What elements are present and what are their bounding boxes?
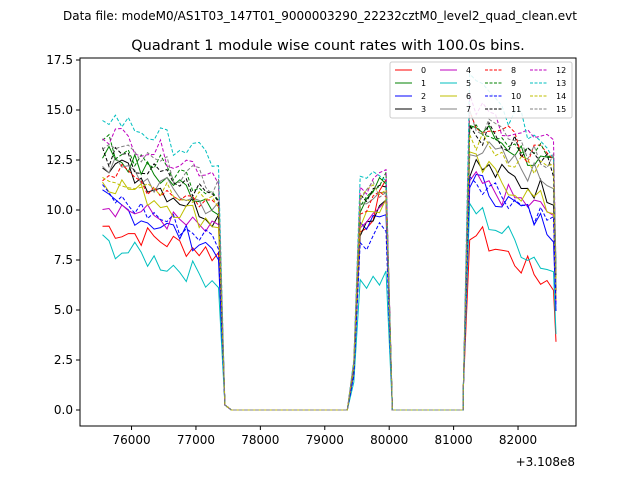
legend-label-7: 7 [466, 105, 471, 114]
legend-label-9: 9 [511, 79, 516, 88]
legend-label-6: 6 [466, 92, 471, 101]
legend-label-12: 12 [556, 66, 566, 75]
x-tick-label: 82000 [499, 433, 537, 447]
legend-label-15: 15 [556, 105, 566, 114]
x-tick-label: 76000 [112, 433, 150, 447]
x-tick-label: 78000 [241, 433, 279, 447]
legend-label-1: 1 [421, 79, 426, 88]
y-tick-label: 15.0 [46, 103, 73, 117]
y-tick-label: 5.0 [54, 303, 73, 317]
plot-area [80, 58, 576, 426]
legend-label-0: 0 [421, 66, 426, 75]
legend-label-13: 13 [556, 79, 566, 88]
legend-label-2: 2 [421, 92, 426, 101]
x-tick-label: 79000 [306, 433, 344, 447]
y-tick-label: 0.0 [54, 403, 73, 417]
legend-label-8: 8 [511, 66, 516, 75]
legend-label-5: 5 [466, 79, 471, 88]
y-tick-label: 17.5 [46, 53, 73, 67]
figure-suptitle: Data file: modeM0/AS1T03_147T01_90000032… [63, 9, 577, 23]
x-offset-label: +3.108e8 [516, 455, 575, 469]
y-axis: 0.0 2.5 5.0 7.5 10.0 12.5 15.0 17.5 [46, 53, 80, 417]
x-tick-label: 81000 [435, 433, 473, 447]
y-tick-label: 7.5 [54, 253, 73, 267]
series-line-15 [102, 110, 557, 411]
legend-box [389, 61, 573, 119]
y-tick-label: 2.5 [54, 353, 73, 367]
series-layer [102, 72, 557, 411]
y-tick-label: 10.0 [46, 203, 73, 217]
legend-label-11: 11 [511, 105, 521, 114]
x-tick-label: 80000 [370, 433, 408, 447]
axes-frame [79, 57, 577, 427]
x-axis: 76000 77000 78000 79000 80000 81000 82000 [112, 426, 537, 447]
legend-label-10: 10 [511, 92, 521, 101]
legend-label-4: 4 [466, 66, 471, 75]
legend-label-14: 14 [556, 92, 566, 101]
x-tick-label: 77000 [177, 433, 215, 447]
legend-label-3: 3 [421, 105, 426, 114]
y-tick-label: 12.5 [46, 153, 73, 167]
chart-title: Quadrant 1 module wise count rates with … [131, 38, 525, 54]
